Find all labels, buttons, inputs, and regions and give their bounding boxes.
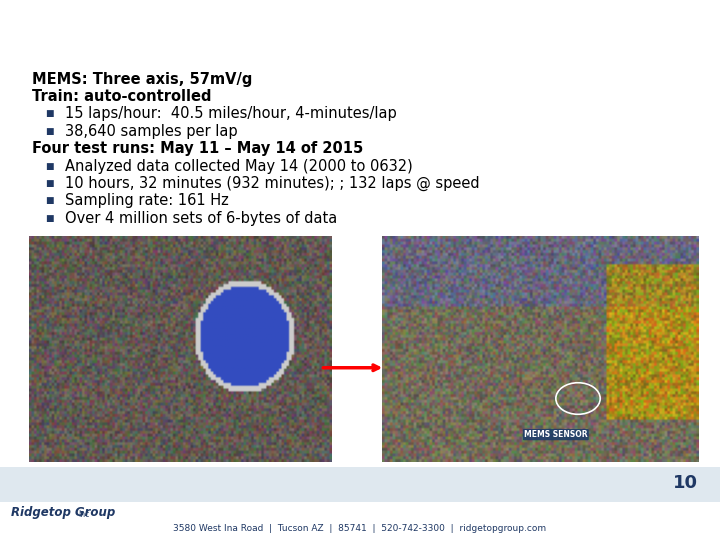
Text: Four test runs: May 11 – May 14 of 2015: Four test runs: May 11 – May 14 of 2015 bbox=[32, 141, 364, 156]
Text: MEMS SENSOR: MEMS SENSOR bbox=[524, 430, 588, 439]
Text: 10: 10 bbox=[673, 474, 698, 492]
Text: MEMS: Three axis, 57mV/g: MEMS: Three axis, 57mV/g bbox=[32, 72, 253, 86]
Text: Train: auto-controlled: Train: auto-controlled bbox=[32, 89, 212, 104]
Text: 38,640 samples per lap: 38,640 samples per lap bbox=[65, 124, 238, 139]
Text: MEMS Configuration & Test Setup: MEMS Configuration & Test Setup bbox=[122, 22, 598, 46]
Text: 3580 West Ina Road  |  Tucson AZ  |  85741  |  520-742-3300  |  ridgetopgroup.co: 3580 West Ina Road | Tucson AZ | 85741 |… bbox=[174, 524, 546, 533]
Text: ■: ■ bbox=[45, 110, 53, 118]
Text: Ridgetop Group: Ridgetop Group bbox=[11, 507, 115, 519]
Text: ■: ■ bbox=[45, 127, 53, 136]
Text: ■: ■ bbox=[45, 161, 53, 171]
Text: Over 4 million sets of 6-bytes of data: Over 4 million sets of 6-bytes of data bbox=[65, 211, 337, 226]
Text: 10 hours, 32 minutes (932 minutes); ; 132 laps @ speed: 10 hours, 32 minutes (932 minutes); ; 13… bbox=[65, 176, 480, 191]
Text: 15 laps/hour:  40.5 miles/hour, 4-minutes/lap: 15 laps/hour: 40.5 miles/hour, 4-minutes… bbox=[65, 106, 397, 122]
Text: Analyzed data collected May 14 (2000 to 0632): Analyzed data collected May 14 (2000 to … bbox=[65, 159, 413, 174]
Text: Inc: Inc bbox=[78, 510, 89, 519]
Text: ■: ■ bbox=[45, 197, 53, 206]
Text: Sampling rate: 161 Hz: Sampling rate: 161 Hz bbox=[65, 193, 228, 208]
Text: ■: ■ bbox=[45, 214, 53, 223]
Text: ■: ■ bbox=[45, 179, 53, 188]
